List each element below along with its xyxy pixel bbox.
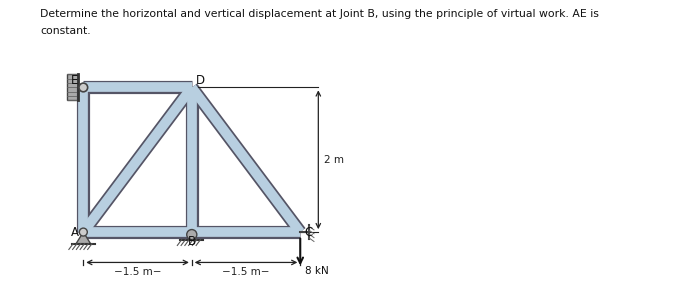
Text: constant.: constant.: [40, 26, 90, 36]
Text: A: A: [71, 226, 78, 238]
Text: 8 kN: 8 kN: [305, 266, 329, 276]
Text: C: C: [304, 226, 313, 238]
Text: B: B: [188, 235, 196, 248]
Circle shape: [79, 228, 88, 236]
Text: E: E: [71, 74, 78, 87]
Circle shape: [79, 83, 88, 92]
Text: −1.5 m−: −1.5 m−: [223, 267, 270, 277]
Text: 2 m: 2 m: [324, 155, 344, 165]
Text: D: D: [196, 74, 205, 87]
Polygon shape: [76, 232, 90, 244]
Circle shape: [187, 230, 197, 240]
Text: Determine the horizontal and vertical displacement at Joint B, using the princip: Determine the horizontal and vertical di…: [40, 9, 598, 19]
Polygon shape: [67, 74, 78, 100]
Text: −1.5 m−: −1.5 m−: [114, 267, 161, 277]
